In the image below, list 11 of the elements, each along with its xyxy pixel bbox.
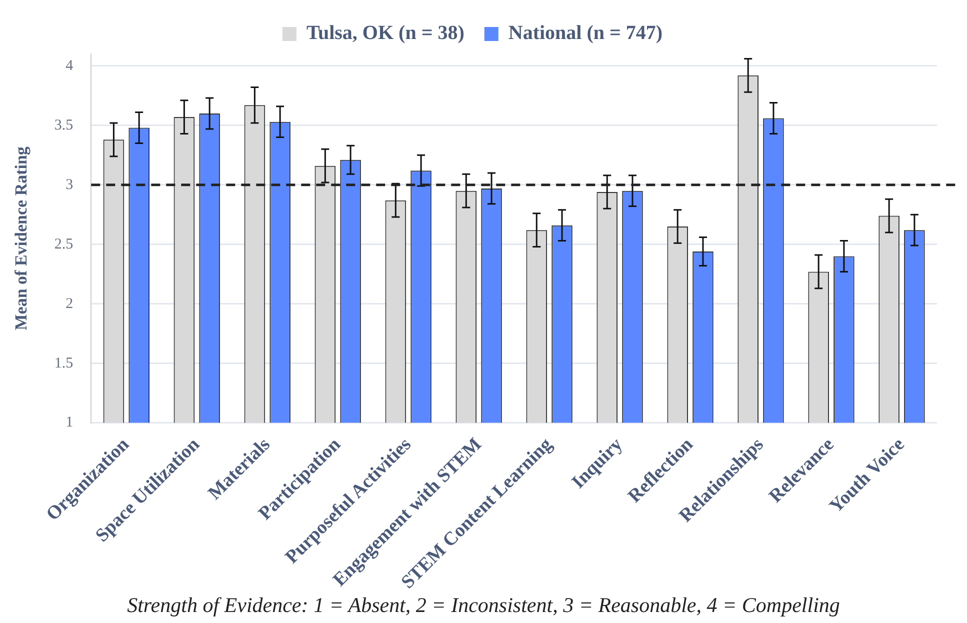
y-tick-label: 1.5 xyxy=(54,355,74,372)
y-axis-title: Mean of Evidence Rating xyxy=(12,146,31,330)
legend-label: Tulsa, OK (n = 38) xyxy=(306,22,464,44)
y-tick-label: 2 xyxy=(66,296,74,312)
y-tick-label: 1 xyxy=(66,414,74,431)
text: Strength of Evidence: 1 = Absent, 2 = Inconsistent, 3 = Reasonable, 4 = Compelling xyxy=(126,593,841,618)
legend-label: National (n = 747) xyxy=(508,22,663,44)
y-tick-label: 3 xyxy=(66,176,74,193)
y-tick-label: 4 xyxy=(66,58,74,74)
y-tick-label: 2.5 xyxy=(54,236,74,252)
y-tick-label: 3.5 xyxy=(54,117,74,134)
